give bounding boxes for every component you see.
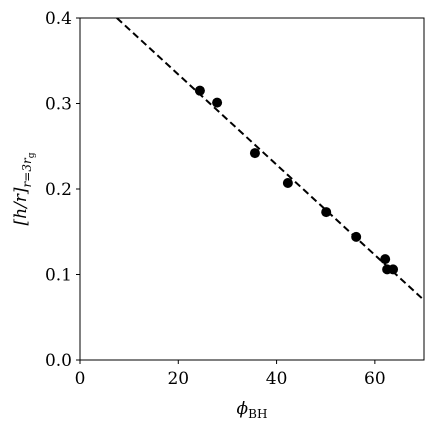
x-tick-label: 40	[266, 369, 288, 389]
data-point	[351, 231, 362, 242]
x-label-subscript: BH	[248, 407, 267, 421]
x-tick-label: 60	[364, 369, 386, 389]
data-point	[249, 148, 260, 159]
y-label-subsubscript: g	[27, 152, 37, 158]
y-tick-label: 0.4	[45, 9, 72, 29]
data-point	[282, 178, 293, 189]
data-point	[380, 254, 391, 265]
x-tick-label: 20	[167, 369, 189, 389]
y-tick-label: 0.3	[45, 95, 72, 115]
y-tick-label: 0.1	[45, 266, 72, 286]
x-label-symbol: ϕ	[237, 399, 249, 419]
x-axis-label: ϕBH	[237, 399, 268, 421]
y-tick-label: 0.0	[45, 351, 72, 371]
data-point	[212, 97, 223, 108]
y-axis-label: [h/r]r=3rg	[11, 152, 37, 225]
x-tick-label: 0	[75, 369, 86, 389]
data-point	[321, 207, 332, 218]
data-point	[388, 264, 399, 275]
y-tick-label: 0.2	[45, 180, 72, 200]
plot-frame	[79, 17, 425, 361]
fit-line	[116, 18, 424, 301]
data-point	[194, 85, 205, 96]
y-label-subscript: r=3r	[20, 157, 34, 187]
y-label-main: [h/r]	[11, 187, 31, 225]
